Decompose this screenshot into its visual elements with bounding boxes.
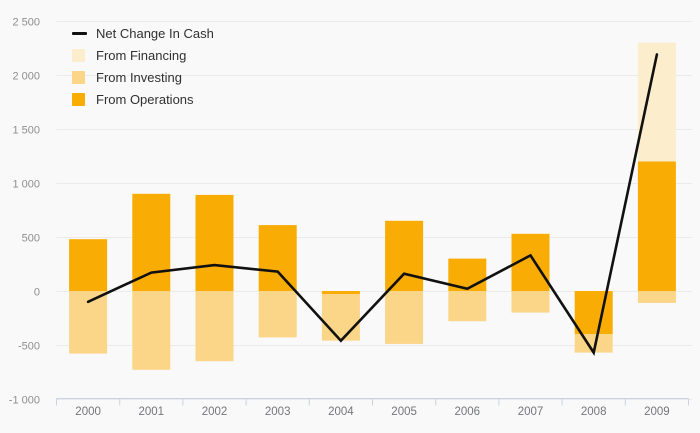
swatch-icon (72, 92, 87, 106)
bar-2001-from-operations[interactable] (132, 193, 171, 291)
bar-2007-from-investing[interactable] (511, 291, 550, 313)
x-axis-label: 2008 (581, 406, 607, 418)
legend-label: From Investing (96, 69, 182, 85)
y-axis-label: 1 500 (12, 125, 40, 137)
x-axis-label: 2007 (518, 406, 544, 418)
bar-2000-from-operations[interactable] (69, 239, 108, 291)
y-axis-label: 500 (22, 233, 40, 245)
legend-item-from-operations[interactable]: From Operations (72, 88, 214, 110)
y-axis-label: -500 (18, 341, 40, 353)
x-axis-label: 2004 (328, 406, 354, 418)
x-axis-label: 2000 (75, 406, 101, 418)
bar-2002-from-investing[interactable] (195, 291, 234, 362)
bar-2009-from-operations[interactable] (637, 161, 676, 291)
bar-2009-from-investing[interactable] (637, 291, 676, 303)
legend-item-from-investing[interactable]: From Investing (72, 66, 214, 88)
bar-2006-from-investing[interactable] (448, 291, 487, 322)
bar-2003-from-investing[interactable] (258, 291, 297, 338)
bar-2005-from-operations[interactable] (385, 220, 424, 291)
x-axis-label: 2002 (202, 406, 228, 418)
bar-2005-from-investing[interactable] (385, 291, 424, 344)
x-axis-label: 2005 (391, 406, 417, 418)
bar-2004-from-investing[interactable] (321, 294, 360, 341)
bar-2001-from-investing[interactable] (132, 291, 171, 370)
y-axis-label: 2 000 (12, 71, 40, 83)
x-axis-label: 2003 (265, 406, 291, 418)
bar-2003-from-operations[interactable] (258, 225, 297, 291)
y-axis-label: -1 000 (9, 395, 40, 407)
bar-2009-from-financing[interactable] (637, 42, 676, 162)
chart-legend: Net Change In Cash From Financing From Inv… (72, 22, 214, 110)
net-change-line[interactable] (86, 53, 659, 356)
bar-2002-from-operations[interactable] (195, 194, 234, 291)
legend-label: From Financing (96, 47, 187, 63)
bar-2004-from-operations[interactable] (321, 291, 360, 295)
legend-item-net-change-in-cash[interactable]: Net Change In Cash (72, 22, 214, 44)
x-axis-label: 2009 (644, 406, 670, 418)
line-marker-icon (72, 31, 87, 35)
swatch-icon (72, 70, 87, 84)
legend-label: From Operations (96, 91, 194, 107)
swatch-icon (72, 48, 87, 62)
legend-swatch (72, 48, 85, 62)
x-axis-label: 2006 (455, 406, 481, 418)
y-axis-label: 0 (34, 287, 40, 299)
legend-item-from-financing[interactable]: From Financing (72, 44, 214, 66)
legend-swatch (72, 70, 85, 84)
bar-2008-from-operations[interactable] (574, 291, 613, 335)
y-axis-label: 2 500 (12, 17, 40, 29)
x-axis-label: 2001 (139, 406, 165, 418)
legend-label: Net Change In Cash (96, 25, 214, 41)
legend-dash (72, 31, 87, 35)
legend-swatch (72, 92, 85, 106)
y-axis-label: 1 000 (12, 179, 40, 191)
